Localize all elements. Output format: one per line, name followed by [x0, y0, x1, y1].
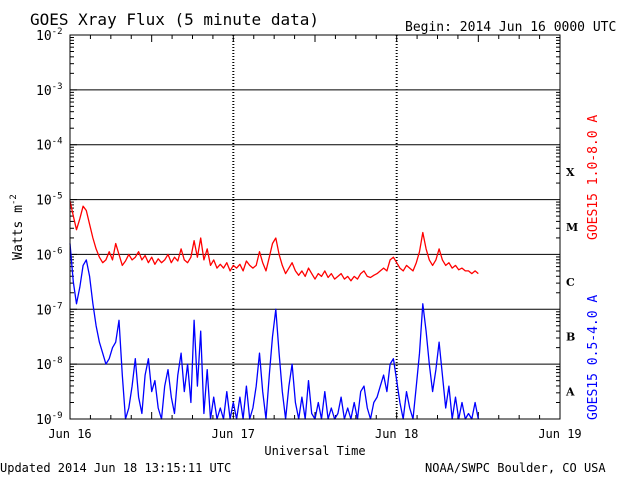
y-tick-label: 10-2 [36, 27, 63, 44]
y-tick-exponent: -4 [52, 137, 63, 147]
plot-frame [69, 34, 561, 420]
chart-title: GOES Xray Flux (5 minute data) [30, 10, 319, 29]
flare-class-labels: X M C B A [565, 166, 578, 398]
y-tick-exponent: -2 [52, 27, 63, 37]
legend-label-low-energy: GOES15 0.5-4.0 A [586, 295, 601, 420]
y-tick-exponent: -9 [52, 411, 63, 421]
y-tick-base: 10 [36, 194, 52, 209]
y-tick-label: 10-6 [36, 246, 63, 263]
x-tick-label: Jun 17 [212, 427, 255, 441]
flare-class-label: M [566, 221, 578, 234]
series-lines [69, 200, 479, 420]
y-tick-base: 10 [36, 358, 52, 373]
legend-label-high-energy: GOES15 1.0-8.0 A [586, 115, 601, 240]
flare-class-label: X [566, 166, 575, 179]
updated-timestamp: Updated 2014 Jun 18 13:15:11 UTC [0, 461, 231, 475]
y-tick-label: 10-9 [36, 411, 63, 428]
x-tick-label: Jun 16 [48, 427, 91, 441]
y-tick-label: 10-4 [36, 137, 63, 154]
y-tick-base: 10 [36, 248, 52, 263]
y-tick-exponent: -6 [52, 246, 63, 256]
source-credit: NOAA/SWPC Boulder, CO USA [425, 461, 606, 475]
y-tick-label: 10-5 [36, 192, 63, 209]
y-tick-labels: 10-910-810-710-610-510-410-310-2 [36, 27, 63, 428]
y-tick-label: 10-7 [36, 301, 63, 318]
legend-series-2: GOES15 0.5-4.0 A [586, 295, 601, 420]
flare-class-label: A [565, 386, 575, 399]
legend-series-1: GOES15 1.0-8.0 A [586, 115, 601, 240]
x-tick-labels: Jun 16 Jun 17 Jun 18 Jun 19 [48, 427, 581, 441]
y-tick-exponent: -5 [52, 192, 63, 202]
y-tick-exponent: -3 [52, 82, 63, 92]
svg-text:Watts m-2: Watts m-2 [9, 194, 26, 260]
y-axis-label-sup: -2 [9, 194, 19, 205]
y-tick-base: 10 [36, 84, 52, 99]
y-tick-base: 10 [36, 139, 52, 154]
grid-lines [69, 34, 561, 420]
y-tick-label: 10-3 [36, 82, 63, 99]
y-tick-exponent: -7 [52, 301, 63, 311]
x-tick-label: Jun 19 [538, 427, 581, 441]
begin-date: Begin: 2014 Jun 16 0000 UTC [405, 20, 616, 35]
y-tick-base: 10 [36, 413, 52, 428]
flare-class-label: C [566, 276, 575, 289]
series-line-high-energy [69, 200, 479, 282]
x-tick-label: Jun 18 [375, 427, 418, 441]
series-line-low-energy [69, 243, 479, 420]
y-tick-exponent: -8 [52, 356, 63, 366]
flare-class-label: B [566, 331, 575, 344]
x-axis-label: Universal Time [264, 444, 365, 458]
y-axis-label-text: Watts m [11, 205, 26, 260]
y-tick-base: 10 [36, 303, 52, 318]
y-tick-label: 10-8 [36, 356, 63, 373]
y-axis-label: Watts m-2 [9, 194, 26, 260]
y-tick-base: 10 [36, 29, 52, 44]
